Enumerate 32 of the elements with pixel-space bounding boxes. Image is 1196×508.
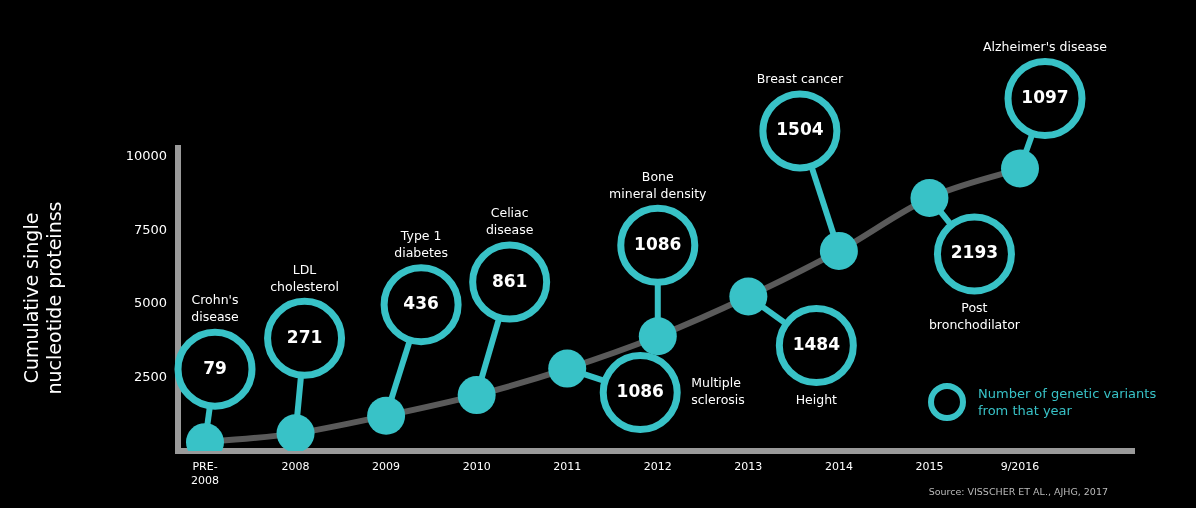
annotation: Crohn's disease (191, 292, 240, 325)
y-tick-label: 7500 (133, 221, 167, 237)
y-tick-label: 10000 (125, 148, 167, 164)
annotation: 1086 (634, 233, 682, 254)
annotation: 861 (491, 270, 528, 291)
annotation: Number of genetic variants from that year (978, 385, 1158, 419)
x-tick-label: 2012 (643, 460, 672, 474)
y-tick-label: 5000 (133, 295, 167, 311)
text: Alzheimer's disease (982, 38, 1108, 54)
x-tick-label: 2014 (824, 460, 853, 474)
annotation: 1504 (776, 119, 824, 140)
annotation: 436 (403, 293, 439, 314)
x-tick-label: 2010 (462, 460, 491, 474)
x-tick-label: 2008 (281, 460, 310, 474)
annotation: Bone mineral density (609, 168, 708, 201)
annotation: Type 1 diabetes (394, 227, 449, 260)
x-tick-label: 9/2016 (1000, 460, 1040, 474)
x-tick-label: 2015 (915, 460, 944, 474)
annotation: Celiac disease (485, 205, 534, 238)
annotation: Multiple sclerosis (691, 375, 745, 408)
annotation: LDL cholesterol (270, 261, 339, 294)
source-note: Source: VISSCHER ET AL., AJHG, 2017 (928, 486, 1108, 497)
x-tick-label: 2009 (372, 460, 401, 474)
x-tick-label: 2011 (553, 460, 582, 474)
text: Breast cancer (756, 71, 844, 87)
annotation: Height (795, 391, 838, 407)
x-tick-label: PRE-2008 (191, 460, 219, 487)
annotation: Post bronchodilator (928, 300, 1021, 333)
x-tick-label: 2013 (734, 460, 763, 474)
y-axis-title: Cumulative single nucleotide proteinss (20, 201, 66, 395)
y-tick-label: 2500 (133, 368, 167, 384)
annotation: 271 (286, 326, 323, 347)
